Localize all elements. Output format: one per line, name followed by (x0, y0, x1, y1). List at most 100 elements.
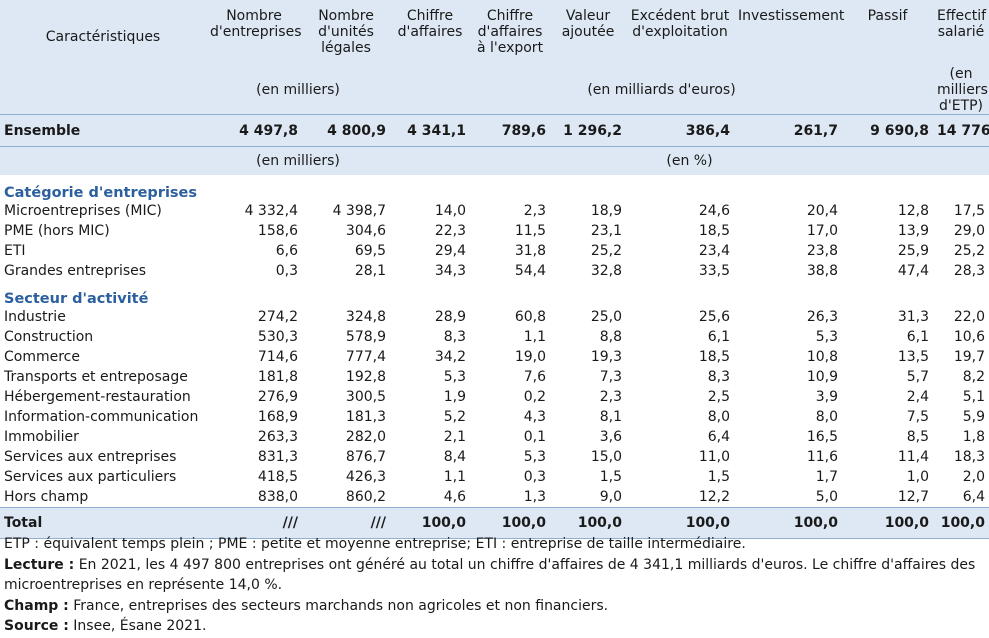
cell: 26,3 (806, 308, 838, 325)
cell: 19,7 (953, 348, 985, 365)
cell: 18,5 (698, 222, 730, 239)
cell: 54,4 (514, 262, 546, 279)
cell: 1,1 (443, 468, 466, 485)
cell: 17,0 (806, 222, 838, 239)
cell: 14,0 (434, 202, 466, 219)
cell: 386,4 (626, 114, 734, 147)
column-header-employees: Effectif salarié (933, 0, 989, 66)
cell: 19,0 (514, 348, 546, 365)
row-label: PME (hors MIC) (4, 222, 110, 239)
enterprise-statistics-table: Caractéristiques Nombre d'entreprises No… (0, 0, 989, 539)
cell: 6,1 (707, 328, 730, 345)
cell: 5,2 (443, 408, 466, 425)
cell: 25,2 (953, 242, 985, 259)
cell: 31,3 (897, 308, 929, 325)
cell: 5,7 (906, 368, 929, 385)
cell: 7,3 (599, 368, 622, 385)
cell: 69,5 (354, 242, 386, 259)
cell: 25,2 (590, 242, 622, 259)
table-row: Commerce 714,6 777,4 34,2 19,0 19,3 18,5 10,8 13… (0, 347, 989, 367)
cell: 1 296,2 (550, 114, 626, 147)
cell: 29,4 (434, 242, 466, 259)
cell: 12,7 (897, 488, 929, 505)
note-champ: Champ : France, entreprises des secteurs… (4, 597, 609, 614)
cell: 5,3 (443, 368, 466, 385)
cell: 5,3 (523, 448, 546, 465)
cell: 4 398,7 (332, 202, 386, 219)
cell: 19,3 (590, 348, 622, 365)
cell: 9 690,8 (842, 114, 933, 147)
cell: 530,3 (257, 328, 298, 345)
cell: 25,9 (897, 242, 929, 259)
table-row: Grandes entreprises 0,3 28,1 34,3 54,4 32,8 33… (0, 261, 989, 281)
cell: 876,7 (345, 448, 386, 465)
cell: 8,2 (962, 368, 985, 385)
cell: 11,5 (514, 222, 546, 239)
cell: 5,9 (962, 408, 985, 425)
table-row: Transports et entreposage 181,8 192,8 5,3 7,… (0, 367, 989, 387)
cell: 60,8 (514, 308, 546, 325)
cell: 18,3 (953, 448, 985, 465)
cell: 13,9 (897, 222, 929, 239)
cell: 100,0 (550, 507, 626, 539)
units-row: (en milliers) (en milliards d'euros) (en… (0, 66, 989, 115)
cell: 0,2 (523, 388, 546, 405)
cell: 10,8 (806, 348, 838, 365)
cell: 181,8 (257, 368, 298, 385)
row-label: Commerce (4, 348, 80, 365)
cell: 4 332,4 (244, 202, 298, 219)
cell: 300,5 (345, 388, 386, 405)
cell: 11,6 (806, 448, 838, 465)
column-header-legal-units: Nombre d'unités légales (302, 0, 390, 66)
section-title-row: Secteur d'activité (0, 281, 989, 307)
cell: 28,1 (354, 262, 386, 279)
table-notes: ETP : équivalent temps plein ; PME : pet… (4, 534, 984, 637)
cell: 8,3 (443, 328, 466, 345)
cell: 29,0 (953, 222, 985, 239)
unit-label-billions: (en milliards d'euros) (390, 66, 933, 115)
cell: 2,4 (906, 388, 929, 405)
cell: 7,5 (906, 408, 929, 425)
total-row: Total /// /// 100,0 100,0 100,0 100,0 10… (0, 507, 989, 539)
cell: 1,7 (815, 468, 838, 485)
cell: 6,4 (962, 488, 985, 505)
cell: 47,4 (897, 262, 929, 279)
section-title-row: Catégorie d'entreprises (0, 175, 989, 201)
cell: 20,4 (806, 202, 838, 219)
cell: 6,4 (707, 428, 730, 445)
section-sector-rows: Industrie 274,2 324,8 28,9 60,8 25,0 25,6 26,3 3… (0, 307, 989, 508)
cell: 25,0 (590, 308, 622, 325)
cell: 192,8 (345, 368, 386, 385)
cell: 100,0 (390, 507, 470, 539)
cell: 33,5 (698, 262, 730, 279)
cell: 100,0 (734, 507, 842, 539)
cell: 23,1 (590, 222, 622, 239)
cell: 158,6 (257, 222, 298, 239)
section-title: Catégorie d'entreprises (4, 185, 198, 201)
cell: 11,4 (897, 448, 929, 465)
unit-label-percent: (en %) (390, 146, 989, 175)
cell: 3,6 (599, 428, 622, 445)
cell: 4,6 (443, 488, 466, 505)
cell: 22,3 (434, 222, 466, 239)
cell: 1,8 (962, 428, 985, 445)
cell: 32,8 (590, 262, 622, 279)
cell: 100,0 (626, 507, 734, 539)
cell: 578,9 (345, 328, 386, 345)
cell: 12,2 (698, 488, 730, 505)
unit-label-etp: (en milliers d'ETP) (933, 66, 989, 115)
table-row: Industrie 274,2 324,8 28,9 60,8 25,0 25,6 26,3 3… (0, 307, 989, 327)
cell: 181,3 (345, 408, 386, 425)
table-row: Construction 530,3 578,9 8,3 1,1 8,8 6,1 5,3 6,1… (0, 327, 989, 347)
cell: 23,8 (806, 242, 838, 259)
cell: 25,6 (698, 308, 730, 325)
cell: /// (302, 507, 390, 539)
cell: 168,9 (257, 408, 298, 425)
row-label: Grandes entreprises (4, 262, 147, 279)
cell: 11,0 (698, 448, 730, 465)
row-label: Transports et entreposage (4, 368, 188, 385)
column-header-export-turnover: Chiffre d'affaires à l'export (470, 0, 550, 66)
cell: 831,3 (257, 448, 298, 465)
cell: 2,0 (962, 468, 985, 485)
row-label: Industrie (4, 308, 66, 325)
